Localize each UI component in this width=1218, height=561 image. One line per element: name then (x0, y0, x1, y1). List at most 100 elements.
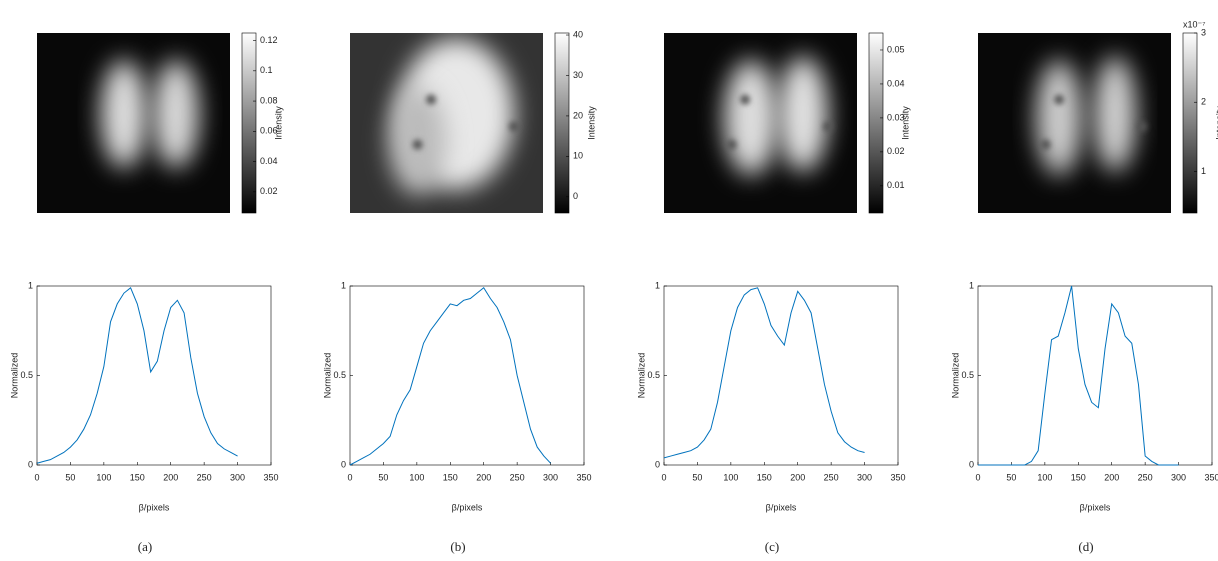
x-tick-label: 0 (661, 472, 666, 482)
x-tick-label: 350 (263, 472, 278, 482)
y-axis-label: Normalized (322, 353, 332, 399)
intensity-blob (1035, 60, 1083, 176)
colorbar-tick-label: 30 (573, 70, 583, 80)
intensity-image (350, 33, 543, 213)
x-tick-label: 350 (576, 472, 591, 482)
y-tick-label: 1 (969, 280, 974, 290)
x-tick-label: 300 (857, 472, 872, 482)
colorbar-tick-label: 0.05 (887, 44, 905, 54)
x-tick-label: 200 (163, 472, 178, 482)
x-tick-label: 50 (378, 472, 388, 482)
line-series (978, 285, 1179, 466)
x-axis-label: β/pixels (452, 502, 483, 512)
y-tick-label: 1 (655, 280, 660, 290)
image-spot (1137, 121, 1148, 132)
image-spot (426, 94, 437, 105)
intensity-blob (777, 56, 829, 172)
caption: (b) (450, 539, 465, 554)
x-tick-label: 150 (757, 472, 772, 482)
x-tick-label: 200 (1104, 472, 1119, 482)
y-tick-label: 0.5 (647, 370, 660, 380)
line-series (36, 286, 238, 464)
image-spot (726, 139, 737, 150)
axes-box (663, 285, 899, 466)
caption: (c) (765, 539, 779, 554)
x-tick-label: 150 (130, 472, 145, 482)
intensity-blob (100, 60, 148, 168)
colorbar-tick-label: 0.03 (887, 112, 905, 122)
image-spot (823, 121, 834, 132)
x-tick-label: 100 (723, 472, 738, 482)
colorbar-tick-label: 0.02 (887, 146, 905, 156)
colorbar-tick-label: 0.06 (260, 126, 278, 136)
colorbar-tick-label: 20 (573, 110, 583, 120)
y-tick-label: 0 (28, 459, 33, 469)
intensity-image (664, 33, 857, 213)
image-spot (1040, 139, 1051, 150)
x-tick-label: 350 (1204, 472, 1218, 482)
colorbar-tick-label: 0.04 (260, 156, 278, 166)
y-tick-label: 1 (341, 280, 346, 290)
x-tick-label: 150 (1071, 472, 1086, 482)
colorbar-tick-label: 2 (1201, 97, 1206, 107)
x-tick-label: 150 (443, 472, 458, 482)
x-tick-label: 100 (96, 472, 111, 482)
colorbar-label: Intensity (586, 106, 596, 140)
caption: (a) (138, 539, 152, 554)
y-tick-label: 0 (969, 459, 974, 469)
colorbar (1182, 32, 1198, 214)
colorbar (868, 32, 884, 214)
x-tick-label: 200 (790, 472, 805, 482)
image-spot (1054, 94, 1065, 105)
image-spot (412, 139, 423, 150)
intensity-blob (1093, 56, 1137, 172)
caption: (d) (1078, 539, 1093, 554)
x-tick-label: 250 (1138, 472, 1153, 482)
x-tick-label: 50 (692, 472, 702, 482)
x-tick-label: 350 (890, 472, 905, 482)
x-tick-label: 100 (409, 472, 424, 482)
x-tick-label: 250 (197, 472, 212, 482)
y-tick-label: 0 (655, 459, 660, 469)
x-tick-label: 0 (34, 472, 39, 482)
image-spot (509, 121, 520, 132)
y-axis-label: Normalized (950, 353, 960, 399)
colorbar-tick-label: 3 (1201, 27, 1206, 37)
x-tick-label: 300 (230, 472, 245, 482)
x-tick-label: 50 (65, 472, 75, 482)
x-tick-label: 250 (824, 472, 839, 482)
y-tick-label: 0.5 (20, 370, 33, 380)
x-tick-label: 0 (975, 472, 980, 482)
axes-box (349, 285, 585, 466)
colorbar-tick-label: 0.04 (887, 78, 905, 88)
colorbar-tick-label: 0 (573, 191, 578, 201)
x-tick-label: 300 (543, 472, 558, 482)
x-tick-label: 50 (1006, 472, 1016, 482)
x-tick-label: 200 (476, 472, 491, 482)
axes-box (36, 285, 272, 466)
image-spot (740, 94, 751, 105)
x-tick-label: 100 (1037, 472, 1052, 482)
x-axis-label: β/pixels (1080, 502, 1111, 512)
y-tick-label: 0.5 (333, 370, 346, 380)
intensity-image (978, 33, 1171, 213)
axes-box (977, 285, 1213, 466)
line-series (349, 287, 551, 466)
colorbar-tick-label: 0.12 (260, 35, 278, 45)
line-series (663, 287, 865, 459)
colorbar-label: Intensity (1214, 106, 1218, 140)
intensity-image (37, 33, 230, 213)
y-tick-label: 0.5 (961, 370, 974, 380)
y-axis-label: Normalized (9, 353, 19, 399)
colorbar (554, 32, 570, 214)
y-tick-label: 0 (341, 459, 346, 469)
y-axis-label: Normalized (636, 353, 646, 399)
x-tick-label: 0 (347, 472, 352, 482)
x-axis-label: β/pixels (766, 502, 797, 512)
x-tick-label: 250 (510, 472, 525, 482)
colorbar-tick-label: 40 (573, 29, 583, 39)
colorbar-tick-label: 1 (1201, 166, 1206, 176)
y-tick-label: 1 (28, 280, 33, 290)
colorbar-scale: x10⁻⁷ (1183, 19, 1206, 29)
